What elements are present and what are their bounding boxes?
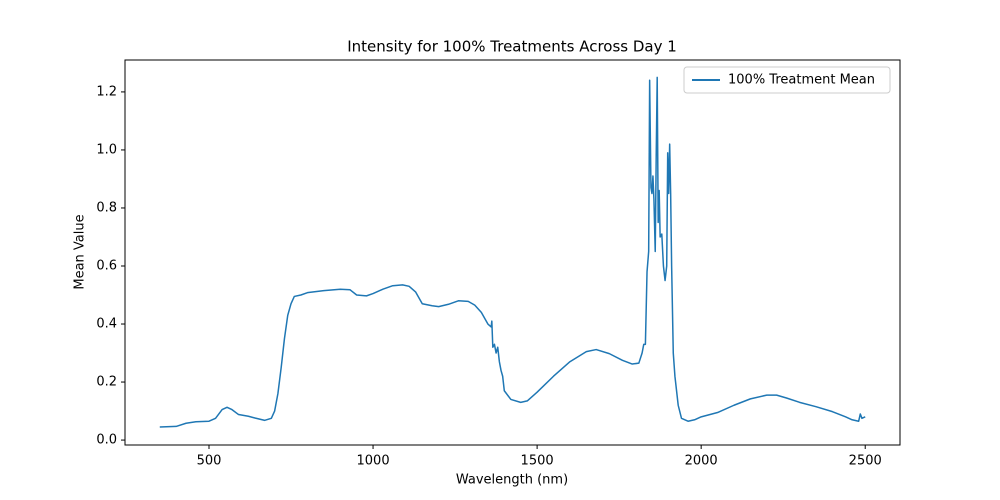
legend-label: 100% Treatment Mean <box>728 73 875 88</box>
y-axis-label: Mean Value <box>73 214 88 289</box>
x-tick-label: 500 <box>197 454 222 469</box>
x-tick-label: 1000 <box>357 454 390 469</box>
y-tick-label: 1.0 <box>96 142 117 157</box>
y-tick-label: 0.2 <box>96 375 117 390</box>
x-tick-label: 2000 <box>685 454 718 469</box>
legend-box <box>683 66 891 94</box>
y-tick-label: 0.8 <box>96 200 117 215</box>
y-tick-label: 0.6 <box>96 258 117 273</box>
x-axis-label: Wavelength (nm) <box>456 473 568 488</box>
data-line <box>159 76 866 428</box>
x-tick-label: 2500 <box>849 454 882 469</box>
y-tick-label: 1.2 <box>96 84 117 99</box>
plot-frame <box>124 59 901 446</box>
chart-title: Intensity for 100% Treatments Across Day… <box>347 38 677 56</box>
y-tick-label: 0.4 <box>96 317 117 332</box>
x-tick-label: 1500 <box>521 454 554 469</box>
y-tick-label: 0.0 <box>96 433 117 448</box>
